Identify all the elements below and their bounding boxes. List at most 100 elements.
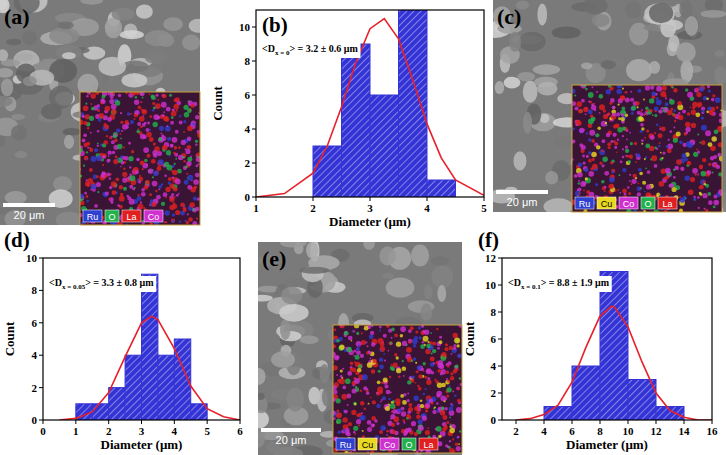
- eds-dot: [142, 97, 144, 99]
- eds-dot: [146, 164, 148, 166]
- eds-dot: [179, 220, 181, 222]
- eds-dot: [641, 109, 643, 111]
- eds-dot: [650, 135, 655, 140]
- sem-particle: [320, 364, 329, 383]
- eds-dot: [158, 159, 164, 165]
- eds-dot: [694, 173, 696, 175]
- sem-particle: [300, 336, 319, 345]
- eds-dot: [674, 120, 676, 122]
- eds-dot: [411, 360, 414, 363]
- eds-dot: [446, 378, 448, 380]
- eds-dot: [408, 339, 413, 344]
- eds-dot: [408, 356, 412, 360]
- eds-dot: [699, 86, 704, 91]
- eds-dot: [595, 183, 598, 186]
- eds-dot: [368, 403, 370, 405]
- eds-dot: [617, 189, 619, 191]
- sem-image: [258, 242, 462, 455]
- eds-dot: [337, 430, 341, 434]
- eds-dot: [701, 116, 704, 119]
- eds-dot: [157, 99, 159, 101]
- plot-frame: [43, 258, 240, 420]
- eds-dot: [83, 105, 89, 111]
- eds-dot: [388, 398, 391, 401]
- eds-dot: [155, 103, 161, 109]
- eds-dot: [622, 156, 625, 159]
- plot-area: [59, 274, 240, 420]
- eds-dot: [172, 176, 175, 179]
- eds-dot: [121, 130, 123, 132]
- eds-dot: [661, 107, 664, 110]
- eds-dot: [161, 102, 167, 108]
- eds-dot: [151, 159, 156, 164]
- y-tick: [498, 339, 502, 340]
- eds-dot: [572, 139, 575, 143]
- x-tick-label: 8: [597, 425, 603, 437]
- eds-dot: [578, 109, 583, 114]
- eds-map: [572, 85, 722, 212]
- eds-dot: [656, 148, 658, 150]
- y-axis-title: Count: [210, 85, 225, 120]
- eds-dot: [647, 170, 651, 174]
- eds-dot: [125, 120, 129, 124]
- eds-dot: [143, 207, 145, 209]
- eds-dot: [109, 186, 112, 189]
- eds-dot: [596, 145, 600, 149]
- eds-dot: [86, 195, 89, 198]
- eds-dot: [104, 175, 107, 178]
- eds-dot: [380, 342, 385, 347]
- element-swatch: [641, 197, 655, 209]
- eds-dot: [577, 195, 579, 197]
- eds-background: [572, 85, 722, 212]
- eds-dot: [402, 367, 407, 372]
- eds-dot: [708, 163, 711, 166]
- eds-dot: [430, 332, 432, 334]
- eds-dot: [336, 398, 341, 403]
- eds-dot: [450, 372, 453, 375]
- eds-dot: [413, 344, 416, 347]
- eds-dot: [579, 192, 581, 194]
- eds-dot: [574, 174, 578, 178]
- eds-dot: [644, 191, 646, 193]
- eds-dot: [396, 422, 399, 425]
- eds-dot: [186, 180, 188, 182]
- y-tick: [498, 420, 502, 421]
- x-tick: [75, 420, 76, 424]
- x-tick-label: 4: [541, 425, 547, 437]
- sem-particle: [379, 246, 395, 265]
- sem-image: [493, 0, 726, 212]
- eds-dot: [678, 112, 680, 114]
- eds-dot: [714, 129, 719, 134]
- x-tick: [572, 420, 573, 424]
- eds-dot: [90, 103, 92, 105]
- sem-particle: [14, 53, 33, 61]
- eds-dot: [426, 380, 431, 385]
- x-tick-label: 3: [367, 202, 373, 214]
- eds-dot: [572, 89, 576, 94]
- eds-dot: [179, 115, 181, 117]
- eds-dot: [676, 132, 681, 137]
- eds-dot: [174, 163, 176, 165]
- eds-dot: [420, 344, 425, 349]
- x-tick-label: 0: [40, 425, 46, 437]
- eds-dot: [665, 168, 671, 174]
- eds-dot: [622, 127, 626, 131]
- eds-dot: [701, 107, 705, 111]
- eds-dot: [612, 113, 616, 117]
- eds-dot: [650, 109, 653, 112]
- eds-dot: [182, 156, 185, 159]
- eds-dot: [650, 86, 654, 90]
- panel-letter: (f): [478, 228, 499, 252]
- eds-dot: [171, 219, 175, 223]
- y-tick-label: 10: [239, 21, 251, 33]
- sem-particle: [122, 73, 148, 87]
- eds-dot: [344, 410, 348, 414]
- eds-dot: [629, 180, 631, 182]
- eds-dot: [358, 364, 362, 368]
- eds-dot: [403, 430, 408, 435]
- eds-dot: [153, 122, 158, 127]
- eds-dot: [357, 363, 362, 368]
- eds-dot: [184, 180, 189, 185]
- sem-particle: [271, 351, 295, 367]
- eds-dot: [127, 112, 131, 116]
